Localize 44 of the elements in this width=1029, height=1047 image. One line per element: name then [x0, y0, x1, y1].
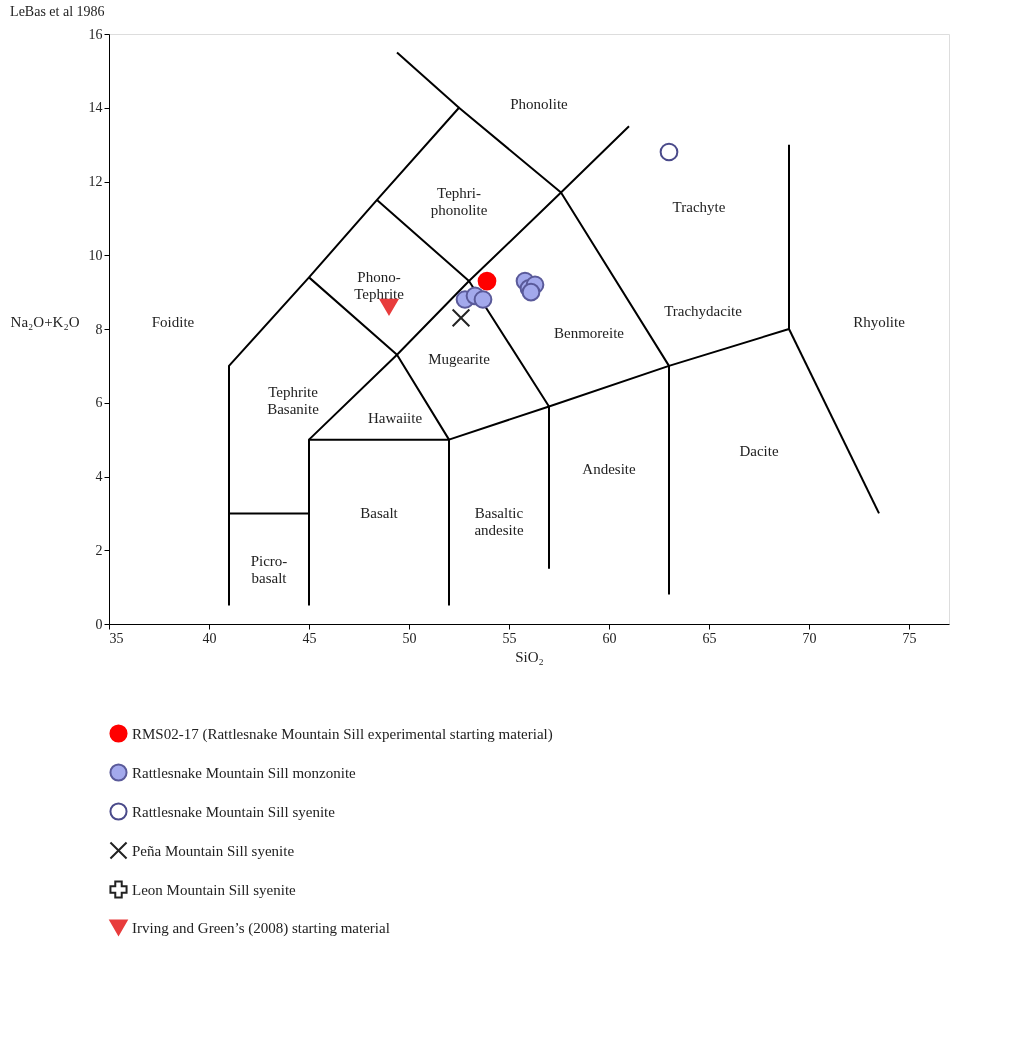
legend-label: Rattlesnake Mountain Sill monzonite — [132, 764, 357, 781]
legend-label: Leon Mountain Sill syenite — [132, 881, 297, 898]
x-tick-label: 50 — [402, 630, 417, 646]
x-tick-label: 40 — [202, 630, 217, 646]
annotation: Trachydacite — [664, 302, 743, 319]
y-tick-label: 4 — [95, 469, 103, 484]
annotation: Tephri- phonolite — [430, 184, 488, 218]
legend-label: Irving and Green’s (2008) starting material — [132, 919, 390, 937]
annotation: Foidite — [151, 313, 195, 330]
y-axis-title: Na₂O+K₂O — [10, 313, 80, 330]
annotation: Phono- Tephrite — [354, 269, 405, 303]
annotation: Dacite — [739, 442, 779, 459]
x-tick-label: 55 — [502, 630, 517, 646]
x-tick-label: 60 — [602, 630, 617, 646]
annotation: Phonolite — [510, 96, 569, 113]
y-tick-label: 2 — [95, 542, 103, 558]
annotation: Hawaiite — [367, 409, 423, 426]
annotation: Benmoreite — [554, 324, 625, 341]
annotation: Mugearite — [428, 350, 491, 367]
legend-label: Rattlesnake Mountain Sill syenite — [132, 803, 336, 820]
annotation: Trachyte — [672, 199, 726, 216]
legend-label: Peña Mountain Sill syenite — [132, 842, 295, 859]
chart-title: LeBas et al 1986 — [10, 4, 105, 19]
y-tick-label: 16 — [88, 26, 103, 42]
x-tick-label: 75 — [902, 630, 917, 646]
y-tick-label: 6 — [95, 395, 103, 411]
y-tick-label: 8 — [95, 321, 103, 337]
annotation: Basalt — [360, 505, 399, 522]
x-tick-label: 65 — [702, 630, 717, 646]
point — [659, 142, 679, 162]
y-tick-label: 12 — [88, 174, 103, 189]
annotation: Basaltic andesite — [474, 505, 524, 539]
y-tick-label: 0 — [95, 616, 103, 632]
annotation: Picro- basalt — [250, 553, 288, 587]
annotation: Tephrite Basanite — [267, 383, 320, 417]
legend-label: RMS02-17 (Rattlesnake Mountain Sill experimental starting material) — [132, 725, 553, 743]
annotation: Andesite — [582, 461, 636, 478]
x-axis-title: SiO₂ — [515, 648, 544, 665]
x-tick-label: 35 — [109, 630, 124, 646]
x-tick-label: 45 — [302, 630, 317, 646]
y-tick-label: 14 — [88, 100, 103, 116]
x-tick-label: 70 — [802, 630, 817, 646]
y-tick-label: 10 — [88, 247, 103, 263]
annotation: Rhyolite — [853, 313, 906, 330]
